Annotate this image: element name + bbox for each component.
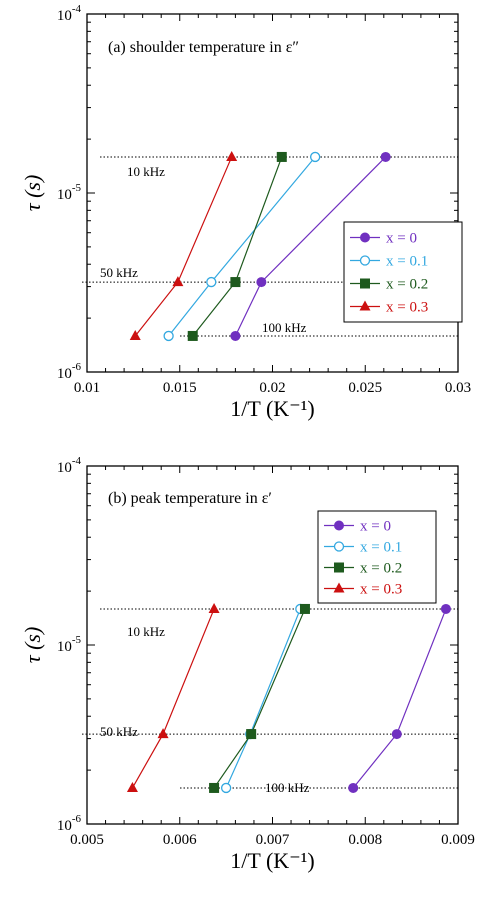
data-point <box>230 277 241 288</box>
data-point <box>126 781 138 792</box>
legend-entry: x = 0.2 <box>360 561 402 577</box>
data-point <box>348 782 359 793</box>
data-point <box>276 151 287 162</box>
x-tick-label: 0.015 <box>163 380 197 396</box>
x-tick-label: 0.008 <box>348 832 382 848</box>
data-point <box>172 276 184 287</box>
x-tick-label: 0.025 <box>348 380 382 396</box>
data-point <box>220 782 232 794</box>
x-tick-label: 0.009 <box>441 832 475 848</box>
x-tick-label: 0.02 <box>259 380 285 396</box>
legend-entry: x = 0.1 <box>360 540 402 556</box>
reference-line-label: 50 kHz <box>100 265 138 280</box>
y-axis-label: τ (s) <box>20 175 45 212</box>
y-tick-label: 10-4 <box>57 3 82 24</box>
data-point <box>226 150 238 161</box>
panel-title: (a) shoulder temperature in ε″ <box>108 39 299 56</box>
data-point <box>310 151 321 163</box>
x-axis-label: 1/T (K⁻¹) <box>230 396 314 421</box>
data-point <box>360 278 370 289</box>
data-point <box>333 541 345 552</box>
data-point <box>230 330 241 341</box>
data-point <box>359 255 371 266</box>
y-tick-label: 10-5 <box>57 634 82 655</box>
y-tick-label: 10-5 <box>57 182 82 203</box>
legend-entry: x = 0.3 <box>386 300 428 316</box>
data-point <box>129 329 141 340</box>
reference-line-label: 100 kHz <box>262 320 307 335</box>
series-line <box>192 156 283 337</box>
data-point <box>359 300 371 311</box>
data-point <box>246 729 257 740</box>
reference-line-label: 50 kHz <box>100 724 138 739</box>
data-point <box>209 782 220 793</box>
series-line <box>168 156 316 337</box>
x-tick-label: 0.006 <box>163 832 197 848</box>
data-point <box>333 582 345 593</box>
series-line <box>225 608 301 789</box>
data-point <box>187 330 198 341</box>
legend: x = 0 x = 0.1 x = 0.2 x = 0.3 <box>317 510 437 604</box>
reference-line-label: 100 kHz <box>265 780 310 795</box>
series-line <box>213 608 306 789</box>
data-point <box>299 603 310 614</box>
reference-line-label: 10 kHz <box>127 624 165 639</box>
y-tick-label: 10-4 <box>57 455 82 476</box>
data-point <box>391 729 402 740</box>
data-point <box>256 277 267 288</box>
x-tick-label: 0.03 <box>445 380 471 396</box>
legend-entry: x = 0 <box>360 519 391 535</box>
panel-title: (b) peak temperature in ε′ <box>108 490 272 507</box>
legend: x = 0 x = 0.1 x = 0.2 x = 0.3 <box>343 221 463 323</box>
data-point <box>163 330 174 342</box>
reference-line-label: 10 kHz <box>127 164 165 179</box>
y-tick-label: 10-6 <box>57 361 82 382</box>
chart-panel-b: 0.005 0.006 0.007 0.008 0.009 10-6 10-5 10-4 10 … <box>20 455 475 873</box>
data-point <box>440 603 451 614</box>
data-point <box>380 151 391 162</box>
x-axis-label: 1/T (K⁻¹) <box>230 848 314 873</box>
data-point <box>206 276 217 288</box>
series-line <box>352 608 447 789</box>
data-point <box>334 562 344 573</box>
y-axis-label: τ (s) <box>20 627 45 664</box>
legend-entry: x = 0.3 <box>360 582 402 598</box>
data-point <box>208 602 220 613</box>
data-point <box>334 520 344 531</box>
y-tick-label: 10-6 <box>57 813 82 834</box>
x-tick-label: 0.01 <box>74 380 100 396</box>
chart-panel-a: 0.01 0.015 0.02 0.025 0.03 10-6 10-5 10-4 10 kHz… <box>20 3 471 421</box>
legend-entry: x = 0.1 <box>386 254 428 270</box>
x-tick-label: 0.007 <box>256 832 290 848</box>
x-tick-label: 0.005 <box>70 832 104 848</box>
data-point <box>157 728 169 739</box>
legend-entry: x = 0 <box>386 231 417 247</box>
series-line <box>134 156 233 337</box>
data-point <box>360 232 370 243</box>
legend-entry: x = 0.2 <box>386 277 428 293</box>
